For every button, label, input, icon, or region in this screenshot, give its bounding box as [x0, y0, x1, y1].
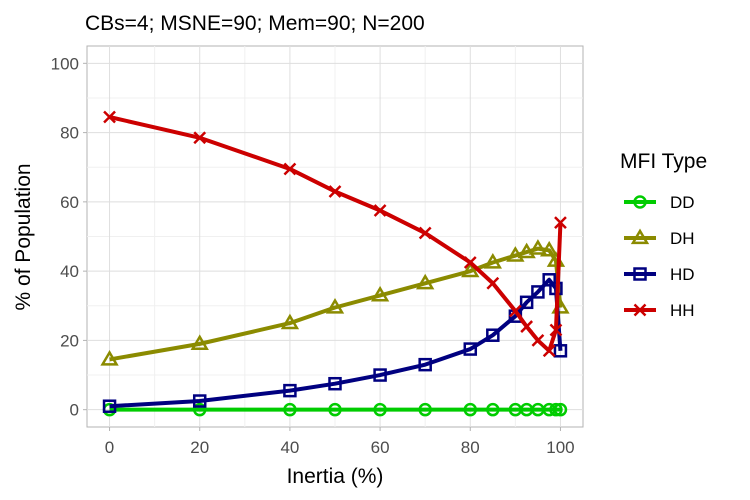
x-tick-label: 80	[461, 438, 480, 457]
data-point-hh	[549, 323, 563, 337]
x-tick-label: 60	[371, 438, 390, 457]
data-point-hd	[486, 328, 500, 342]
legend-item-dd: DD	[624, 193, 695, 212]
data-point-hd	[519, 295, 534, 310]
data-point-dd	[192, 402, 207, 417]
data-point-dh	[280, 313, 300, 330]
data-point-dd	[549, 402, 563, 417]
legend-label-dh: DH	[670, 229, 695, 248]
legend-marker-hd	[633, 267, 647, 281]
data-point-dd	[373, 402, 387, 417]
y-tick-label: 20	[60, 331, 79, 350]
legend-label-hh: HH	[670, 301, 695, 320]
legend-marker-dh	[630, 228, 650, 245]
y-tick-label: 80	[60, 124, 79, 143]
legend-item-dh: DH	[624, 228, 695, 248]
legend-item-hh: HH	[624, 301, 695, 320]
x-tick-label: 40	[280, 438, 299, 457]
data-point-dd	[486, 402, 500, 417]
data-point-hd	[192, 394, 207, 408]
x-axis-title: Inertia (%)	[287, 465, 384, 488]
data-point-hd	[102, 399, 117, 413]
data-point-hh	[554, 216, 567, 230]
data-point-dh	[370, 285, 390, 302]
data-point-dh	[100, 349, 119, 366]
data-point-dd	[283, 402, 297, 417]
data-point-hh	[508, 304, 522, 318]
data-point-dd	[418, 402, 432, 417]
chart-title: CBs=4; MSNE=90; Mem=90; N=200	[85, 12, 425, 35]
data-point-hd	[373, 368, 387, 382]
y-tick-label: 100	[51, 54, 79, 73]
data-point-hd	[553, 344, 568, 358]
data-point-dh	[190, 334, 209, 351]
data-point-hh	[328, 185, 342, 198]
legend-marker-hh	[633, 303, 647, 317]
data-point-dh	[528, 239, 548, 255]
data-point-dh	[539, 240, 559, 257]
data-point-hh	[193, 131, 207, 145]
data-point-dd	[328, 402, 342, 417]
data-point-hh	[542, 344, 556, 358]
legend: MFI Type DD DH HD HH	[620, 150, 707, 320]
series-line-dh	[109, 246, 563, 362]
data-point-hd	[283, 383, 297, 398]
series-layer	[100, 110, 570, 417]
series-hh	[103, 110, 567, 358]
legend-title: MFI Type	[620, 150, 707, 173]
data-point-dh	[506, 246, 525, 262]
data-point-hd	[463, 342, 478, 356]
y-tick-label: 60	[60, 193, 79, 212]
legend-marker-dd	[633, 195, 647, 209]
data-point-dh	[517, 242, 536, 259]
x-tick-label: 20	[190, 438, 209, 457]
axis-ticks: 0 20 40 60 80 100 0 20 40 60 80 100	[51, 54, 575, 457]
y-tick-label: 0	[70, 401, 79, 420]
series-dd	[102, 402, 568, 417]
data-point-hh	[373, 204, 387, 217]
data-point-hh	[418, 226, 432, 240]
data-point-hh	[283, 162, 297, 176]
data-point-hh	[463, 256, 477, 269]
legend-label-hd: HD	[670, 265, 695, 284]
data-point-dh	[415, 273, 435, 290]
x-tick-label: 0	[105, 438, 114, 457]
data-point-dh	[461, 261, 480, 278]
data-point-hd	[542, 273, 556, 287]
y-tick-label: 40	[60, 262, 79, 281]
data-point-dh	[325, 298, 345, 314]
series-line-hd	[109, 277, 563, 409]
x-tick-label: 100	[546, 438, 574, 457]
legend-item-hd: HD	[624, 265, 695, 284]
data-point-hh	[531, 334, 545, 347]
data-point-dh	[483, 253, 503, 269]
data-point-hh	[520, 320, 534, 333]
data-point-hd	[418, 357, 432, 372]
data-point-dd	[463, 402, 478, 417]
data-point-hd	[531, 285, 545, 299]
data-point-hh	[486, 276, 500, 290]
y-axis-title: % of Population	[12, 163, 35, 310]
legend-label-dd: DD	[670, 193, 695, 212]
data-point-dd	[553, 402, 568, 417]
data-point-hh	[103, 110, 116, 124]
series-hd	[102, 273, 568, 413]
data-point-hd	[328, 376, 342, 391]
